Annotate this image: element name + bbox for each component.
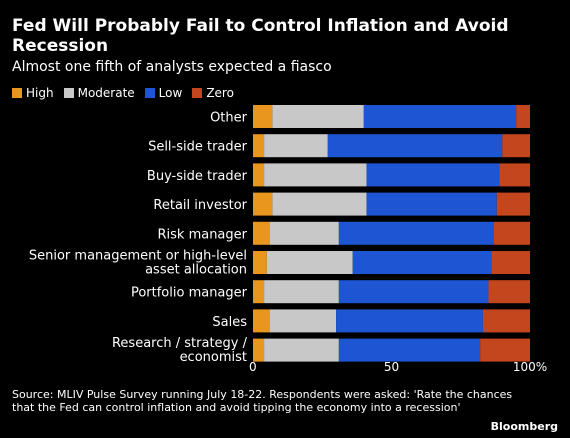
bar-zero-5 xyxy=(491,251,530,274)
legend-label-zero: Zero xyxy=(206,86,234,100)
bar-high-8 xyxy=(253,338,265,362)
chart-title: Fed Will Probably Fail to Control Inflat… xyxy=(12,16,509,56)
bloomberg-logo: Bloomberg xyxy=(490,420,558,433)
legend-swatch-low xyxy=(144,88,155,98)
bar-moderate-0 xyxy=(272,105,364,128)
category-label-4: Risk manager xyxy=(157,227,247,242)
legend-label-moderate: Moderate xyxy=(77,86,135,100)
category-label-2: Buy-side trader xyxy=(147,169,248,184)
bar-high-5 xyxy=(253,251,267,274)
bar-zero-8 xyxy=(480,338,530,362)
bar-high-6 xyxy=(253,280,265,304)
category-label-1: Sell-side trader xyxy=(148,140,248,155)
legend-item-zero: Zero xyxy=(192,86,234,100)
bar-moderate-6 xyxy=(264,280,339,304)
category-label-5: Senior management or high-level asset all… xyxy=(29,249,247,278)
bar-low-8 xyxy=(338,338,481,362)
bar-moderate-3 xyxy=(272,192,367,216)
legend-item-moderate: Moderate xyxy=(63,86,135,100)
bar-zero-6 xyxy=(488,280,530,304)
bar-low-7 xyxy=(336,309,483,333)
bar-zero-2 xyxy=(499,163,530,187)
legend-item-low: Low xyxy=(144,86,183,100)
x-tick-label-1: 50 xyxy=(384,360,399,374)
category-label-7: Sales xyxy=(212,315,247,330)
bar-low-5 xyxy=(352,251,492,274)
chart-subtitle: Almost one fifth of analysts expected a … xyxy=(12,59,332,75)
bar-low-4 xyxy=(338,221,494,245)
bar-zero-0 xyxy=(516,105,530,128)
bar-moderate-8 xyxy=(264,338,339,362)
bar-zero-7 xyxy=(482,309,530,333)
legend-swatch-high xyxy=(12,88,22,98)
bar-moderate-7 xyxy=(269,309,337,333)
bar-low-0 xyxy=(363,105,517,128)
legend: High Moderate Low Zero xyxy=(12,86,244,100)
bar-high-1 xyxy=(253,134,265,158)
source-note: Source: MLIV Pulse Survey running July 1… xyxy=(12,388,513,414)
bar-moderate-2 xyxy=(264,163,367,187)
bar-high-0 xyxy=(253,105,273,128)
bar-zero-4 xyxy=(493,221,530,245)
x-tick-label-0: 0 xyxy=(249,360,257,374)
bar-high-7 xyxy=(253,309,270,333)
bar-zero-3 xyxy=(496,192,530,216)
x-tick-label-2: 100% xyxy=(513,360,547,374)
legend-label-high: High xyxy=(26,86,54,100)
bar-high-2 xyxy=(253,163,265,187)
bar-low-2 xyxy=(366,163,500,187)
bar-low-3 xyxy=(366,192,497,216)
legend-item-high: High xyxy=(12,86,54,100)
bar-high-4 xyxy=(253,221,270,245)
legend-swatch-zero xyxy=(192,88,203,98)
bar-moderate-5 xyxy=(266,251,353,274)
category-label-8: Research / strategy / economist xyxy=(112,336,248,365)
category-label-0: Other xyxy=(210,111,248,126)
bar-zero-1 xyxy=(502,134,530,158)
legend-swatch-moderate xyxy=(63,88,74,98)
bar-low-6 xyxy=(338,280,489,304)
bar-high-3 xyxy=(253,192,273,216)
bar-low-1 xyxy=(327,134,503,158)
bar-moderate-4 xyxy=(269,221,339,245)
bar-moderate-1 xyxy=(264,134,328,158)
category-label-6: Portfolio manager xyxy=(131,286,248,301)
category-label-3: Retail investor xyxy=(153,198,247,213)
legend-label-low: Low xyxy=(158,86,183,100)
